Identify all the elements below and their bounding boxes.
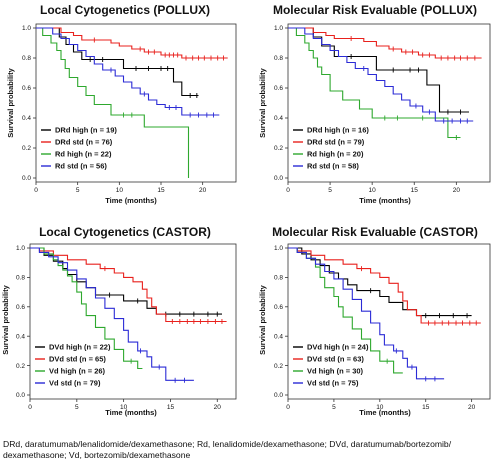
y-tick-label: 0.6 [274,304,283,311]
chart-panel-2: Molecular Risk Evaluable (POLLUX) 0.0 0.2 0… [258,3,491,205]
y-tick-label: 0.8 [274,55,283,62]
y-tick-label: 0.6 [22,85,31,92]
plot-frame [29,243,237,400]
x-tick-label: 10 [116,187,124,194]
y-tick-label: 0.0 [274,392,283,399]
y-tick-label: 0.2 [22,145,31,152]
y-axis-label: Survival probability [1,284,10,354]
y-tick-label: 0.8 [22,55,31,62]
legend-label: Vd std (n = 75) [307,379,359,388]
series-line-2 [288,27,482,59]
x-tick-label: 0 [286,187,290,194]
x-tick-label: 20 [199,187,207,194]
series-line-2 [288,247,481,324]
y-tick-label: 0.4 [16,333,25,340]
y-axis-label: Survival probability [6,67,15,137]
series-line-4 [30,247,194,381]
x-tick-label: 0 [28,404,32,411]
x-tick-label: 20 [468,404,476,411]
x-tick-label: 10 [376,404,384,411]
legend-label: Vd high (n = 26) [49,367,106,376]
y-tick-label: 0.0 [16,392,25,399]
legend-label: DRd high (n = 19) [55,126,117,135]
legend-label: Rd std (n = 56) [55,162,107,171]
x-axis-label: Time (months) [105,408,157,417]
x-axis-label: Time (months) [105,196,157,205]
x-tick-label: 5 [76,187,80,194]
series-line-4 [288,27,474,122]
legend-label: DVd std (n = 63) [307,355,364,364]
x-tick-label: 10 [120,404,128,411]
x-axis-label: Time (months) [359,408,411,417]
chart-title: Molecular Risk Evaluable (CASTOR) [272,225,478,239]
y-tick-label: 0.4 [22,115,31,122]
x-tick-label: 15 [157,187,165,194]
legend-label: DVd high (n = 22) [49,343,111,352]
y-tick-label: 0.6 [274,85,283,92]
y-tick-label: 0.4 [274,333,283,340]
chart-panel-3: Local Cytogenetics (CASTOR) 0.0 0.2 0.4 0.6 0… [1,225,237,417]
y-tick-label: 0.2 [16,363,25,370]
series-line-4 [288,247,445,380]
x-tick-label: 0 [34,187,38,194]
y-axis-label: Survival probability [258,67,267,137]
legend-label: Vd high (n = 30) [307,367,364,376]
y-tick-label: 0.0 [22,175,31,182]
x-tick-label: 5 [75,404,79,411]
y-tick-label: 0.2 [274,363,283,370]
series-line-1 [36,27,199,97]
y-tick-label: 0.2 [274,145,283,152]
legend-label: DVd high (n = 24) [307,343,369,352]
series-line-1 [30,247,222,315]
chart-panel-4: Molecular Risk Evaluable (CASTOR) 0.0 0.2 0… [258,225,491,417]
plot-frame [287,243,491,400]
legend-label: Rd std (n = 58) [307,162,359,171]
legend-label: DRd std (n = 79) [307,138,365,147]
y-tick-label: 1.0 [274,245,283,252]
footnote: DRd, daratumumab/lenalidomide/dexamethas… [3,439,452,460]
y-tick-label: 1.0 [22,25,31,32]
chart-title: Molecular Risk Evaluable (POLLUX) [273,3,477,17]
y-tick-label: 0.6 [16,304,25,311]
y-tick-label: 0.0 [274,175,283,182]
legend-label: DVd std (n = 65) [49,355,106,364]
x-tick-label: 5 [332,404,336,411]
plot-frame [35,23,237,183]
series-line-3 [30,247,143,370]
x-tick-label: 15 [411,187,419,194]
x-tick-label: 15 [422,404,430,411]
chart-title: Local Cytogenetics (CASTOR) [39,225,211,239]
y-tick-label: 1.0 [16,245,25,252]
legend-label: DRd std (n = 76) [55,138,113,147]
plot-frame [287,23,491,183]
legend-label: Rd high (n = 20) [307,150,364,159]
legend-label: Vd std (n = 79) [49,379,101,388]
x-tick-label: 15 [167,404,175,411]
x-tick-label: 0 [286,404,290,411]
x-tick-label: 20 [453,187,461,194]
series-line-2 [36,27,228,59]
series-line-4 [36,27,220,116]
chart-title: Local Cytogenetics (POLLUX) [40,3,210,17]
y-axis-label: Survival probability [258,284,267,354]
x-axis-label: Time (months) [359,196,411,205]
y-tick-label: 1.0 [274,25,283,32]
x-tick-label: 10 [369,187,377,194]
x-tick-label: 5 [328,187,332,194]
legend-label: Rd high (n = 22) [55,150,112,159]
x-tick-label: 20 [214,404,222,411]
legend-label: DRd high (n = 16) [307,126,369,135]
series-line-2 [30,247,227,323]
series-line-3 [36,27,190,178]
y-tick-label: 0.8 [16,275,25,282]
series-line-1 [288,27,469,113]
series-line-3 [288,27,461,139]
y-tick-label: 0.4 [274,115,283,122]
y-tick-label: 0.8 [274,275,283,282]
chart-panel-1: Local Cytogenetics (POLLUX) 0.0 0.2 0.4 0.6 0… [6,3,237,205]
